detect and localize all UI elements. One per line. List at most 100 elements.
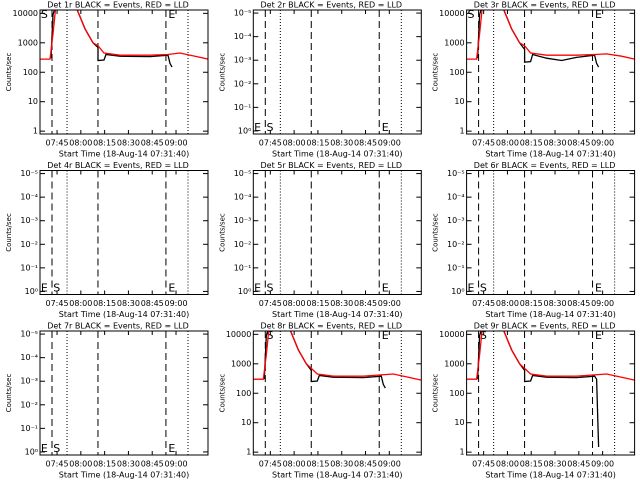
annotation: E	[168, 442, 175, 455]
x-axis-label: Start Time (18-Aug-14 07:31:40)	[272, 310, 403, 319]
plot-frame	[39, 9, 209, 135]
annotation: S	[480, 329, 487, 342]
y-tick-label: 10⁻⁵	[234, 169, 252, 178]
x-tick-label: 08:30	[330, 460, 353, 469]
y-tick-label: 10⁻³	[234, 56, 252, 65]
x-tick-label: 08:00	[69, 299, 92, 308]
plot-lines	[40, 10, 208, 68]
chart-title: Det 3r BLACK = Events, RED = LLD	[474, 1, 616, 10]
plot-frame	[252, 330, 422, 456]
annotation: S	[467, 8, 474, 21]
annotation: S	[53, 282, 60, 295]
plot-frame	[466, 170, 636, 295]
y-tick-label: 10⁻³	[20, 377, 38, 386]
y-tick-label: 10⁻⁵	[234, 9, 252, 18]
x-tick-label: 07:45	[472, 139, 495, 148]
x-axis-label: Start Time (18-Aug-14 07:31:40)	[59, 471, 190, 480]
plot-frame	[252, 170, 422, 295]
y-tick-label: 10⁻²	[447, 240, 465, 249]
chart-title: Det 2r BLACK = Events, RED = LLD	[261, 1, 403, 10]
x-tick-label: 07:45	[259, 460, 282, 469]
y-tick-label: 10⁻⁵	[447, 169, 465, 178]
x-tick-label: 08:00	[283, 139, 306, 148]
x-axis-label: Start Time (18-Aug-14 07:31:40)	[59, 310, 190, 319]
chart-title: Det 6r BLACK = Events, RED = LLD	[474, 161, 616, 170]
annotation: E	[41, 282, 48, 295]
data-line	[476, 10, 600, 68]
y-tick-label: 10	[241, 418, 251, 427]
y-tick-label: 10⁻⁴	[20, 353, 38, 362]
annotation: E	[254, 282, 261, 295]
y-axis-label: Counts/sec	[432, 53, 440, 92]
x-tick-label: 07:45	[46, 299, 69, 308]
x-axis-label: Start Time (18-Aug-14 07:31:40)	[485, 150, 616, 159]
x-tick-label: 09:00	[378, 299, 401, 308]
y-axis-label: Counts/sec	[5, 374, 13, 413]
y-tick-label: 10⁻¹	[234, 263, 252, 272]
annotation: S	[53, 442, 60, 455]
data-line	[466, 10, 635, 60]
y-tick-label: 10⁻²	[234, 79, 252, 88]
x-tick-label: 07:45	[472, 460, 495, 469]
y-tick-label: 100	[449, 389, 464, 398]
x-tick-label: 08:45	[354, 460, 377, 469]
x-tick-label: 09:00	[591, 299, 614, 308]
x-tick-label: 09:00	[378, 460, 401, 469]
x-tick-label: 08:00	[69, 139, 92, 148]
annotation: E	[168, 282, 175, 295]
y-tick-label: 1	[460, 127, 465, 136]
plot-frame	[39, 170, 209, 295]
annotation: S	[41, 8, 48, 21]
data-line	[40, 10, 208, 60]
x-axis-label: Start Time (18-Aug-14 07:31:40)	[272, 471, 403, 480]
x-tick-label: 08:00	[283, 460, 306, 469]
y-tick-label: 10⁻¹	[20, 424, 38, 433]
x-tick-label: 08:15	[93, 299, 116, 308]
x-tick-label: 08:15	[93, 139, 116, 148]
y-tick-label: 10⁻²	[20, 240, 38, 249]
x-tick-label: 08:15	[306, 139, 329, 148]
annotation: E	[595, 282, 602, 295]
y-tick-label: 10⁰	[25, 287, 38, 296]
y-tick-label: 100	[23, 68, 38, 77]
x-tick-label: 09:00	[164, 139, 187, 148]
annotation: E	[382, 282, 389, 295]
x-tick-label: 09:00	[591, 460, 614, 469]
annotation: E	[467, 282, 474, 295]
x-tick-label: 07:45	[46, 139, 69, 148]
x-tick-label: 08:00	[496, 299, 519, 308]
annotation: E	[595, 329, 602, 342]
x-axis-label: Start Time (18-Aug-14 07:31:40)	[59, 150, 190, 159]
annotation: E	[254, 121, 261, 134]
x-tick-label: 07:45	[259, 299, 282, 308]
x-tick-label: 08:30	[330, 299, 353, 308]
annotation: E	[41, 442, 48, 455]
annotation: E	[168, 8, 175, 21]
y-tick-label: 100	[236, 389, 251, 398]
data-line	[50, 10, 173, 68]
y-tick-label: 1	[460, 448, 465, 457]
chart-title: Det 9r BLACK = Events, RED = LLD	[474, 322, 616, 331]
y-tick-label: 10⁻¹	[20, 263, 38, 272]
x-tick-label: 08:45	[141, 299, 164, 308]
y-tick-label: 10000	[439, 330, 464, 339]
y-tick-label: 10000	[226, 330, 251, 339]
x-tick-label: 08:30	[543, 139, 566, 148]
data-line	[466, 331, 635, 381]
x-tick-label: 08:45	[354, 139, 377, 148]
plot-lines	[466, 10, 635, 68]
y-tick-label: 1000	[444, 359, 464, 368]
y-tick-label: 10⁻⁵	[20, 330, 38, 339]
y-tick-label: 10⁰	[238, 287, 251, 296]
x-tick-label: 08:00	[283, 299, 306, 308]
annotation: E	[382, 329, 389, 342]
y-tick-label: 1	[246, 448, 251, 457]
x-tick-label: 08:15	[520, 139, 543, 148]
x-tick-label: 09:00	[591, 139, 614, 148]
y-tick-label: 1000	[18, 38, 38, 47]
data-line	[476, 331, 600, 448]
y-tick-label: 10⁻³	[447, 216, 465, 225]
y-tick-label: 1000	[444, 38, 464, 47]
x-tick-label: 08:30	[117, 139, 140, 148]
x-tick-label: 08:15	[306, 299, 329, 308]
